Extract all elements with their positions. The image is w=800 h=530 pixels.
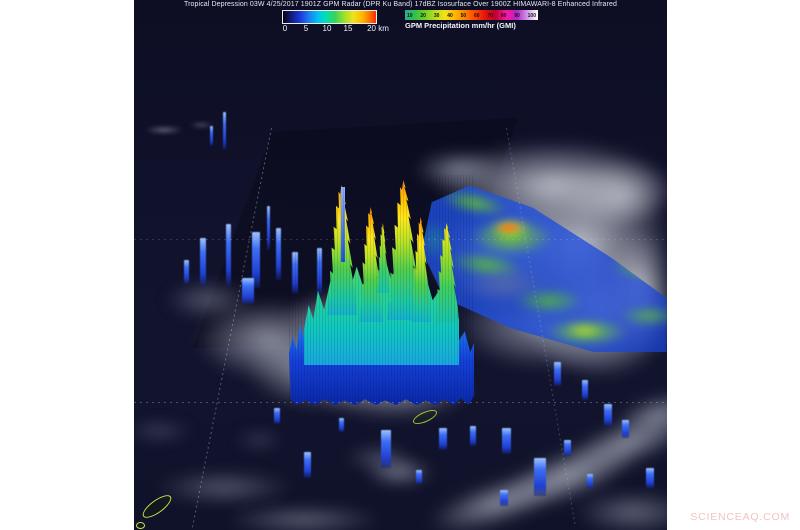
precip-tick: 70 — [487, 13, 493, 19]
radar-tower — [564, 440, 571, 456]
island-outline-small — [136, 522, 145, 529]
radar-tower — [184, 260, 189, 284]
cloud-wisp — [189, 122, 214, 128]
height-tick-unit: 20 km — [367, 24, 389, 33]
radar-tower — [646, 468, 654, 488]
precip-tick: 20 — [420, 13, 426, 19]
cloud-blob — [564, 160, 667, 230]
radar-tower — [587, 474, 593, 488]
radar-needle — [341, 187, 345, 262]
radar-tower — [554, 362, 561, 386]
precip-tick: 10 — [407, 13, 413, 19]
cloud-wisp — [154, 470, 294, 505]
radar-tower — [276, 228, 281, 280]
radar-tower — [582, 380, 588, 400]
radar-tower — [534, 458, 546, 496]
precip-colorbar-ticks: 10 20 30 40 50 60 70 80 90 100 — [405, 13, 538, 20]
cloud-wisp — [234, 430, 284, 450]
radar-tower — [252, 232, 260, 288]
radar-tower — [381, 430, 391, 468]
island-outline — [139, 491, 175, 522]
precip-colorbar — [405, 10, 538, 20]
radar-tower — [416, 470, 422, 484]
graticule-line — [134, 239, 667, 240]
radar-tower — [223, 112, 226, 150]
radar-tower — [339, 418, 344, 432]
cloud-wisp — [344, 445, 414, 471]
precip-tick: 50 — [460, 13, 467, 19]
cloud-blob — [414, 150, 504, 190]
rain-cell-yellow — [564, 324, 604, 336]
storm-isosurface-cluster — [289, 175, 474, 405]
cloud-blob — [164, 280, 254, 320]
cloud-wisp — [134, 420, 194, 442]
precip-colorbar-label: GPM Precipitation mm/hr (GMI) — [405, 21, 516, 30]
height-tick: 10 — [322, 24, 332, 33]
rain-cell-green — [619, 305, 667, 327]
precip-tick: 60 — [474, 13, 480, 19]
radar-tower — [200, 238, 206, 286]
cloud-wisp — [574, 490, 667, 530]
radar-tower — [274, 408, 280, 424]
radar-tower — [502, 428, 511, 454]
radar-tower — [292, 252, 298, 294]
radar-tower — [604, 404, 612, 426]
satellite-visualization-canvas: Tropical Depression 03W 4/25/2017 1901Z … — [134, 0, 667, 530]
radar-tower — [226, 224, 231, 286]
radar-tower — [210, 126, 213, 146]
radar-tower — [304, 452, 311, 478]
precip-tick: 80 — [500, 13, 507, 19]
watermark: SCIENCEAQ.COM — [690, 511, 790, 523]
height-tick: 15 — [343, 24, 353, 33]
cloud-wisp — [144, 126, 184, 134]
radar-tower — [242, 278, 254, 304]
radar-tower — [500, 490, 508, 506]
graticule-line — [134, 402, 667, 403]
cloud-wisp — [224, 505, 384, 530]
height-tick: 5 — [303, 24, 309, 33]
isosurface-texture — [289, 175, 474, 405]
radar-tower — [622, 420, 629, 438]
precip-tick: 100 — [527, 13, 536, 19]
height-colorbar — [282, 10, 377, 24]
radar-tower — [317, 248, 322, 294]
radar-tower — [470, 426, 476, 446]
figure-title: Tropical Depression 03W 4/25/2017 1901Z … — [184, 1, 617, 8]
radar-tower — [267, 206, 270, 250]
precip-tick: 40 — [447, 13, 453, 19]
height-tick: 0 — [282, 24, 288, 33]
rain-cell-orange — [496, 222, 522, 234]
precip-tick: 30 — [433, 13, 440, 19]
radar-tower — [439, 428, 447, 450]
rain-cell-green — [514, 288, 584, 314]
precip-tick: 90 — [514, 13, 520, 19]
